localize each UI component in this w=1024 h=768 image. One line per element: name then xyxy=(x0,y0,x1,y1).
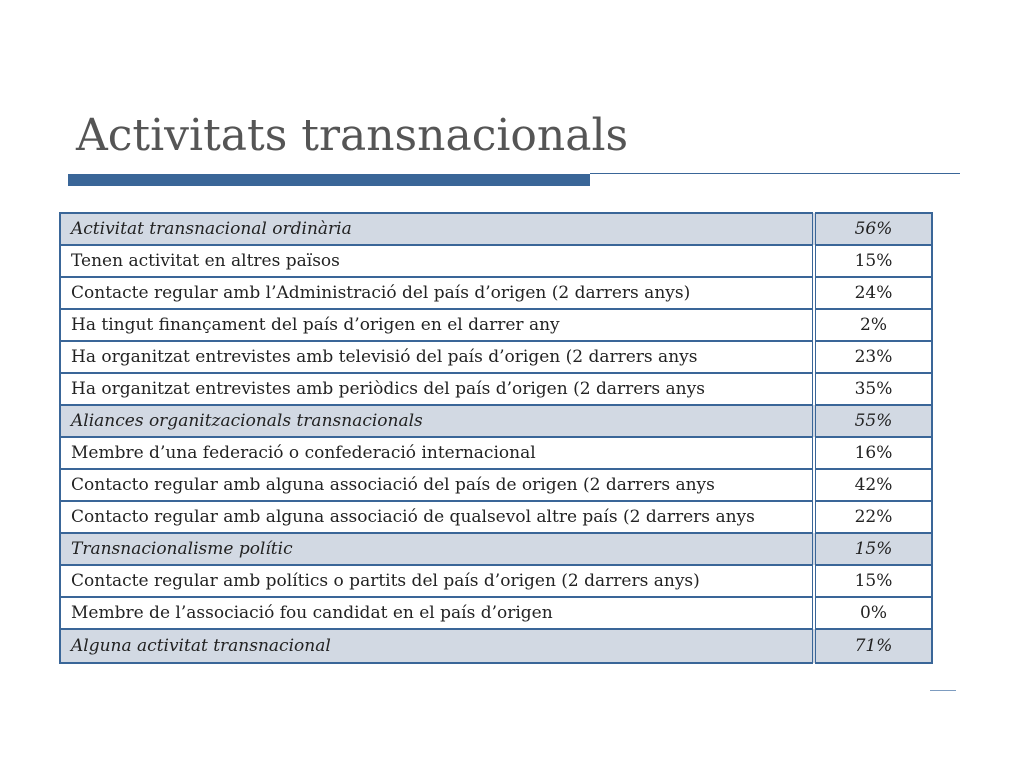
activities-table: Activitat transnacional ordinària 56% Te… xyxy=(59,212,933,664)
table-row: Contacte regular amb l’Administració del… xyxy=(60,276,932,310)
row-value: 71% xyxy=(812,628,932,664)
table-row-category: Activitat transnacional ordinària 56% xyxy=(60,212,932,246)
row-label: Membre de l’associació fou candidat en e… xyxy=(60,596,814,630)
row-label: Aliances organitzacionals transnacionals xyxy=(60,404,814,438)
row-label: Ha organitzat entrevistes amb periòdics … xyxy=(60,372,814,406)
table-row: Contacte regular amb polítics o partits … xyxy=(60,564,932,598)
row-value: 42% xyxy=(812,468,932,502)
row-label: Contacto regular amb alguna associació d… xyxy=(60,500,814,534)
table-row: Contacto regular amb alguna associació d… xyxy=(60,500,932,534)
row-label: Contacto regular amb alguna associació d… xyxy=(60,468,814,502)
row-value: 22% xyxy=(812,500,932,534)
title-underline-thin xyxy=(590,173,960,174)
table-row-category: Transnacionalisme polític 15% xyxy=(60,532,932,566)
row-value: 15% xyxy=(812,244,932,278)
row-label: Transnacionalisme polític xyxy=(60,532,814,566)
table-row: Tenen activitat en altres països 15% xyxy=(60,244,932,278)
slide-title: Activitats transnacionals xyxy=(76,110,629,161)
table-row: Ha organitzat entrevistes amb periòdics … xyxy=(60,372,932,406)
row-label: Ha organitzat entrevistes amb televisió … xyxy=(60,340,814,374)
row-value: 16% xyxy=(812,436,932,470)
table-row: Contacto regular amb alguna associació d… xyxy=(60,468,932,502)
row-value: 35% xyxy=(812,372,932,406)
title-underline-thick xyxy=(68,174,590,186)
row-value: 24% xyxy=(812,276,932,310)
row-label: Membre d’una federació o confederació in… xyxy=(60,436,814,470)
row-value: 15% xyxy=(812,532,932,566)
table-row-total: Alguna activitat transnacional 71% xyxy=(60,628,932,664)
row-label: Ha tingut finançament del país d’origen … xyxy=(60,308,814,342)
row-label: Contacte regular amb polítics o partits … xyxy=(60,564,814,598)
table-row: Ha tingut finançament del país d’origen … xyxy=(60,308,932,342)
table-row: Membre de l’associació fou candidat en e… xyxy=(60,596,932,630)
table-row: Membre d’una federació o confederació in… xyxy=(60,436,932,470)
row-label: Activitat transnacional ordinària xyxy=(60,212,814,246)
row-value: 2% xyxy=(812,308,932,342)
row-value: 56% xyxy=(812,212,932,246)
row-value: 23% xyxy=(812,340,932,374)
row-label: Tenen activitat en altres països xyxy=(60,244,814,278)
row-value: 55% xyxy=(812,404,932,438)
row-label: Alguna activitat transnacional xyxy=(60,628,814,664)
row-value: 15% xyxy=(812,564,932,598)
row-value: 0% xyxy=(812,596,932,630)
row-label: Contacte regular amb l’Administració del… xyxy=(60,276,814,310)
bottom-accent-line xyxy=(930,690,956,691)
table-row: Ha organitzat entrevistes amb televisió … xyxy=(60,340,932,374)
table-row-category: Aliances organitzacionals transnacionals… xyxy=(60,404,932,438)
